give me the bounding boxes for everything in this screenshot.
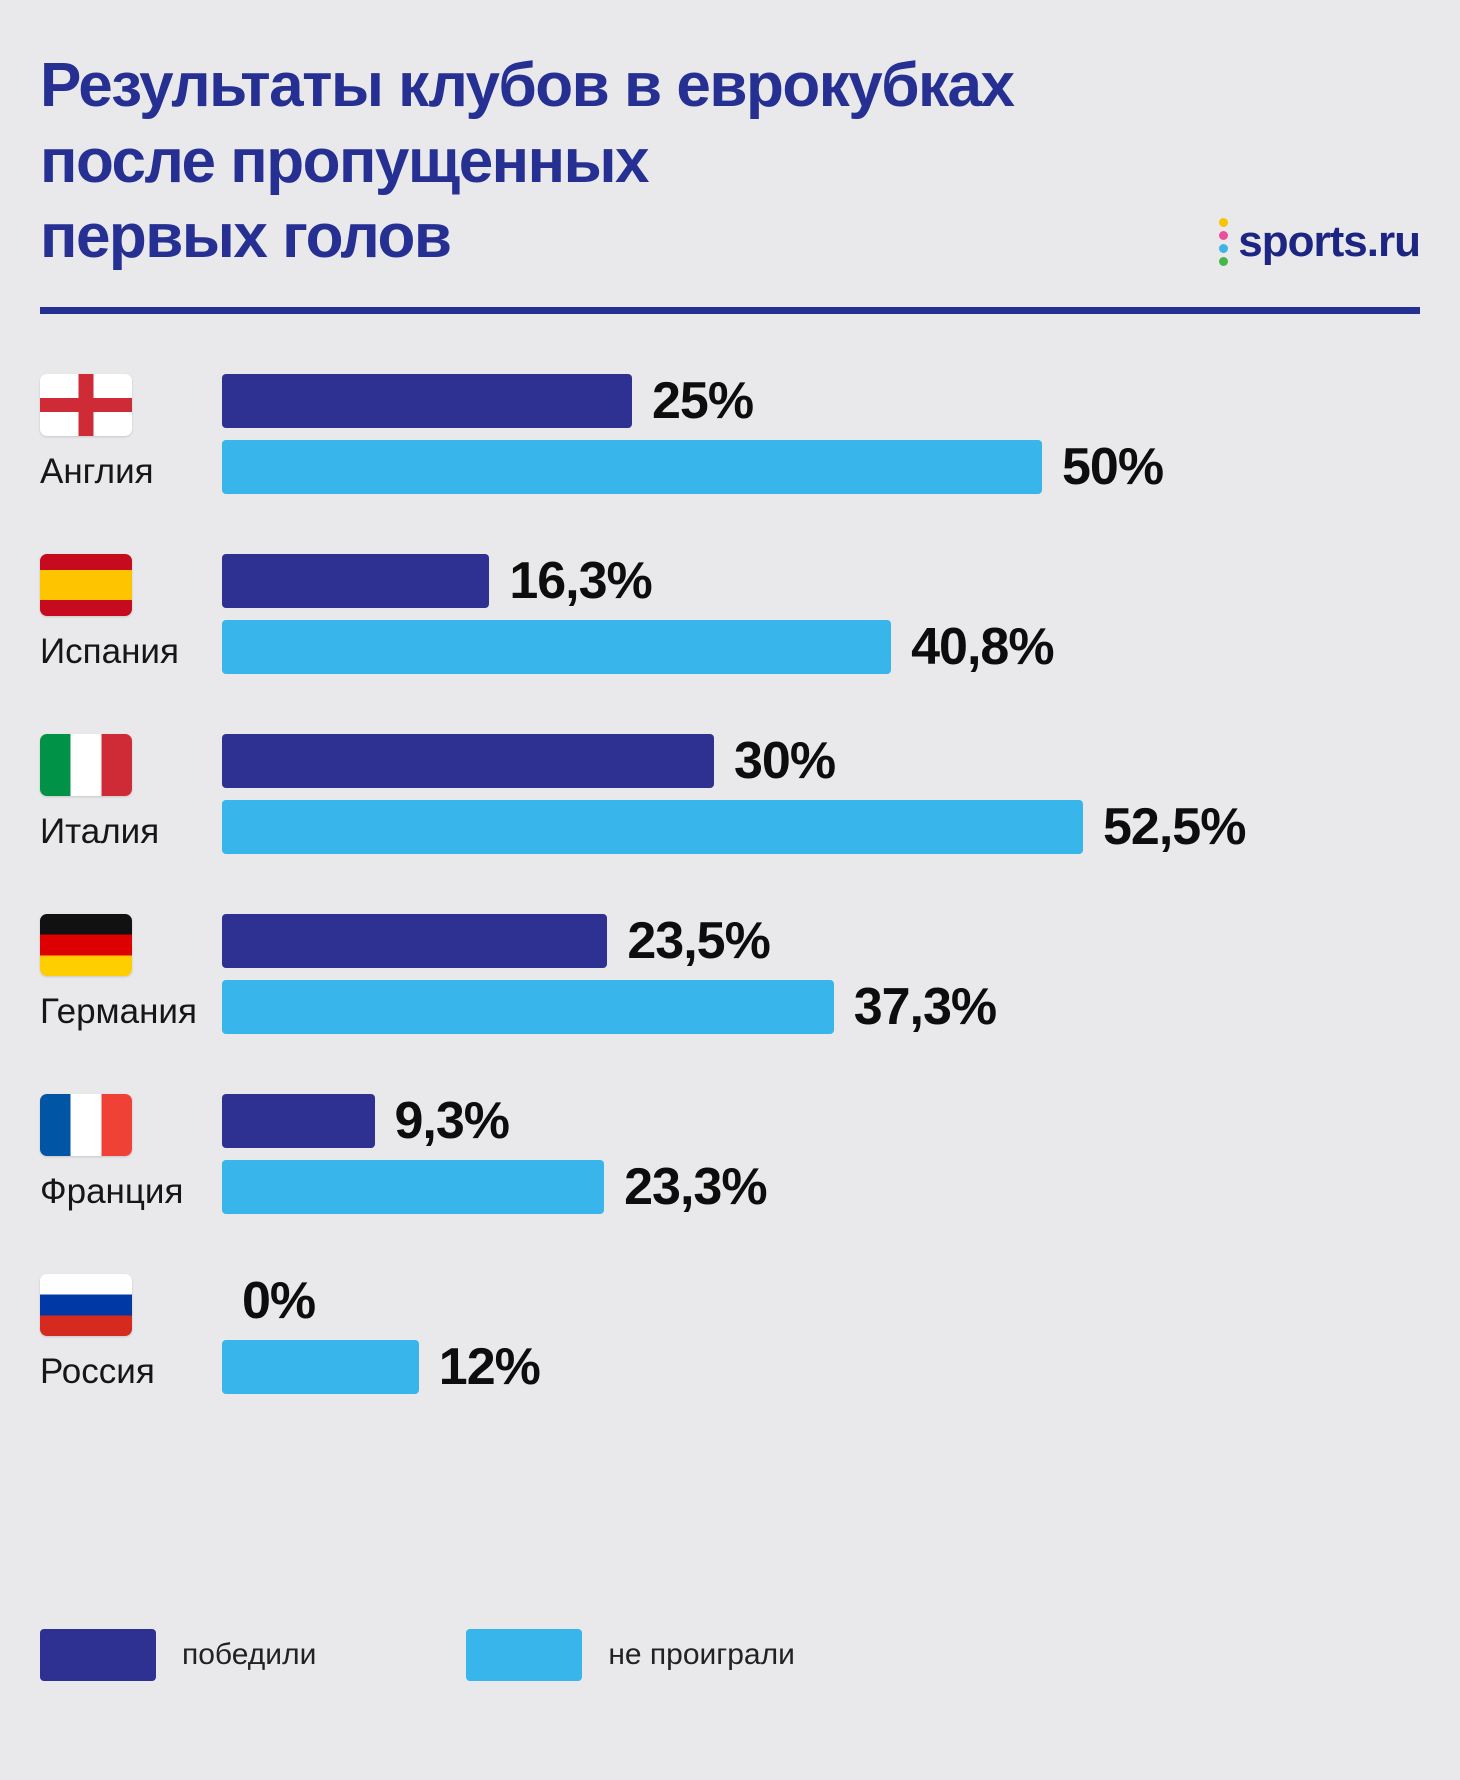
country-row-spain: Испания 16,3% 40,8% <box>40 551 1420 676</box>
bar-line-won: 25% <box>222 371 1420 430</box>
bar-line-unbeaten: 37,3% <box>222 977 1420 1036</box>
bar-unbeaten-value: 40,8% <box>911 617 1054 676</box>
country-row-france: Франция 9,3% 23,3% <box>40 1091 1420 1216</box>
bar-unbeaten <box>222 1159 605 1214</box>
logo-dot-yellow <box>1219 217 1229 227</box>
country-label: Россия <box>40 1351 155 1391</box>
bar-won <box>222 553 490 608</box>
bar-won-value: 30% <box>734 731 836 790</box>
bar-won <box>222 373 632 428</box>
country-label: Испания <box>40 631 179 671</box>
bar-line-won: 30% <box>222 731 1420 790</box>
bar-unbeaten <box>222 1339 419 1394</box>
bar-won <box>222 733 714 788</box>
bar-group: 25% 50% <box>222 371 1420 496</box>
country-label: Италия <box>40 811 160 851</box>
legend-swatch-unbeaten-icon <box>466 1628 583 1681</box>
row-left: Германия <box>40 913 222 1034</box>
bar-line-won: 16,3% <box>222 551 1420 610</box>
flag-russia-icon <box>40 1273 132 1336</box>
bar-unbeaten-value: 37,3% <box>853 977 997 1036</box>
bar-unbeaten-value: 23,3% <box>624 1157 767 1216</box>
bar-unbeaten <box>222 979 834 1034</box>
flag-spain-icon <box>40 553 132 616</box>
country-label: Германия <box>40 991 197 1031</box>
flag-germany-icon <box>40 913 132 976</box>
bar-unbeaten-value: 50% <box>1062 437 1164 496</box>
bar-won-value: 0% <box>242 1271 316 1330</box>
country-label: Франция <box>40 1171 184 1211</box>
bar-unbeaten-value: 52,5% <box>1103 797 1246 856</box>
logo-dot-blue <box>1219 243 1229 253</box>
bar-group: 30% 52,5% <box>222 731 1420 856</box>
row-left: Англия <box>40 373 222 494</box>
bar-won-value: 23,5% <box>627 911 770 970</box>
legend-item-unbeaten: не проиграли <box>466 1628 795 1681</box>
title-line-1: Результаты клубов в еврокубках <box>40 51 1015 120</box>
header: Результаты клубов в еврокубках после про… <box>40 48 1421 275</box>
bar-line-won: 9,3% <box>222 1091 1420 1150</box>
bar-unbeaten <box>222 799 1083 854</box>
bar-line-unbeaten: 40,8% <box>222 617 1420 676</box>
flag-france-icon <box>40 1093 132 1156</box>
bar-unbeaten-value: 12% <box>438 1337 541 1396</box>
bar-group: 0% 12% <box>222 1271 1420 1396</box>
bar-group: 16,3% 40,8% <box>222 551 1420 676</box>
bar-unbeaten <box>222 619 892 674</box>
legend: победили не проиграли <box>40 1628 1420 1681</box>
row-left: Италия <box>40 733 222 854</box>
bar-line-won: 0% <box>222 1271 1420 1330</box>
flag-italy-icon <box>40 733 132 796</box>
bar-line-unbeaten: 52,5% <box>222 797 1420 856</box>
country-row-england: Англия 25% 50% <box>40 371 1420 496</box>
bar-unbeaten <box>222 439 1042 494</box>
logo-text: sports.ru <box>1238 216 1421 266</box>
chart-rows: Англия 25% 50% Испания 16,3% 4 <box>40 371 1420 1396</box>
country-row-russia: Россия 0% 12% <box>40 1271 1420 1396</box>
legend-label-won: победили <box>182 1637 317 1671</box>
legend-item-won: победили <box>40 1628 317 1681</box>
bar-won-value: 16,3% <box>509 551 652 610</box>
bar-line-unbeaten: 12% <box>222 1337 1420 1396</box>
bar-line-unbeaten: 50% <box>222 437 1420 496</box>
country-row-germany: Германия 23,5% 37,3% <box>40 911 1420 1036</box>
logo-dot-green <box>1219 256 1229 266</box>
legend-swatch-won-icon <box>40 1628 156 1681</box>
sports-ru-logo: sports.ru <box>1219 216 1421 267</box>
bar-won <box>222 1093 375 1148</box>
country-label: Англия <box>40 451 154 491</box>
bar-won-value: 9,3% <box>394 1091 511 1150</box>
row-left: Франция <box>40 1093 222 1214</box>
page-title: Результаты клубов в еврокубках после про… <box>40 48 1420 275</box>
row-left: Испания <box>40 553 222 674</box>
bar-line-unbeaten: 23,3% <box>222 1157 1420 1216</box>
bar-won <box>222 913 608 968</box>
bar-group: 9,3% 23,3% <box>222 1091 1420 1216</box>
legend-label-unbeaten: не проиграли <box>608 1637 795 1671</box>
country-row-italy: Италия 30% 52,5% <box>40 731 1420 856</box>
logo-dot-pink <box>1219 230 1229 240</box>
title-line-2: после пропущенных <box>40 126 650 196</box>
flag-england-icon <box>40 373 132 436</box>
sports-ru-dots-icon <box>1219 217 1229 266</box>
bar-won-value: 25% <box>652 371 754 430</box>
bar-line-won: 23,5% <box>222 911 1420 970</box>
header-divider <box>40 306 1420 314</box>
title-line-3: первых голов <box>40 202 452 272</box>
bar-group: 23,5% 37,3% <box>222 911 1420 1036</box>
row-left: Россия <box>40 1273 222 1394</box>
